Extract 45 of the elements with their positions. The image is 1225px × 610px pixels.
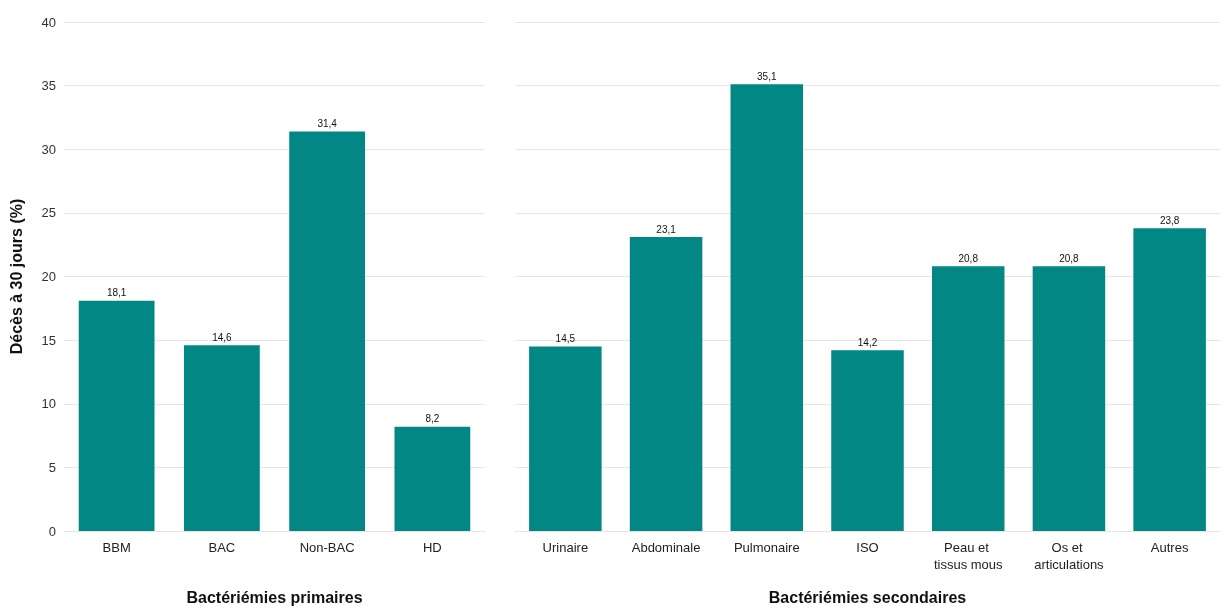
x-tick-label: Non-BAC xyxy=(299,540,355,555)
bar xyxy=(78,300,155,531)
data-label: 23,8 xyxy=(1159,214,1180,226)
x-tick-label: HD xyxy=(422,540,442,555)
data-label: 18,1 xyxy=(106,287,127,299)
data-label: 20,8 xyxy=(1059,252,1080,264)
data-label: 31,4 xyxy=(317,117,338,129)
x-tick-label: BBM xyxy=(102,540,131,555)
x-tick-label: Pulmonaire xyxy=(733,540,800,555)
x-tick-label: Peau et tissus mous xyxy=(933,540,1004,572)
data-label: 14,6 xyxy=(212,331,233,343)
bar xyxy=(183,345,260,531)
data-label: 14,5 xyxy=(555,332,576,344)
x-tick-label: Os et articulations xyxy=(1034,540,1105,572)
bar xyxy=(394,426,471,531)
x-tick-label: Urinaire xyxy=(542,540,589,555)
data-label: 8,2 xyxy=(425,413,440,425)
y-tick-label: 5 xyxy=(48,459,56,475)
data-label: 35,1 xyxy=(757,70,777,82)
y-tick-label: 20 xyxy=(41,269,56,284)
bar xyxy=(289,131,366,531)
data-label: 14,2 xyxy=(857,336,878,348)
y-tick-label: 25 xyxy=(41,205,56,221)
y-tick-label: 35 xyxy=(41,78,56,94)
x-axis-title: Bactériémies primaires xyxy=(186,588,363,606)
y-tick-label: 15 xyxy=(41,332,56,348)
x-tick-label: ISO xyxy=(856,540,879,555)
bar xyxy=(529,346,602,531)
bar xyxy=(1032,266,1106,531)
y-tick-label: 40 xyxy=(41,14,56,30)
x-tick-label: BAC xyxy=(208,540,236,555)
x-tick-label: Autres xyxy=(1150,540,1189,555)
bar xyxy=(931,266,1005,531)
bar xyxy=(1133,228,1206,531)
y-tick-label: 30 xyxy=(41,141,56,157)
bar xyxy=(831,350,904,531)
y-axis-title: Décès à 30 jours (%) xyxy=(7,198,25,355)
y-tick-label: 0 xyxy=(48,523,56,539)
x-tick-label: Abdominale xyxy=(631,540,701,555)
x-axis-title: Bactériémies secondaires xyxy=(768,588,967,606)
y-tick-label: 10 xyxy=(41,396,56,412)
data-label: 23,1 xyxy=(656,223,677,235)
bar xyxy=(629,237,703,531)
bar xyxy=(730,84,804,531)
data-label: 20,8 xyxy=(958,252,979,264)
